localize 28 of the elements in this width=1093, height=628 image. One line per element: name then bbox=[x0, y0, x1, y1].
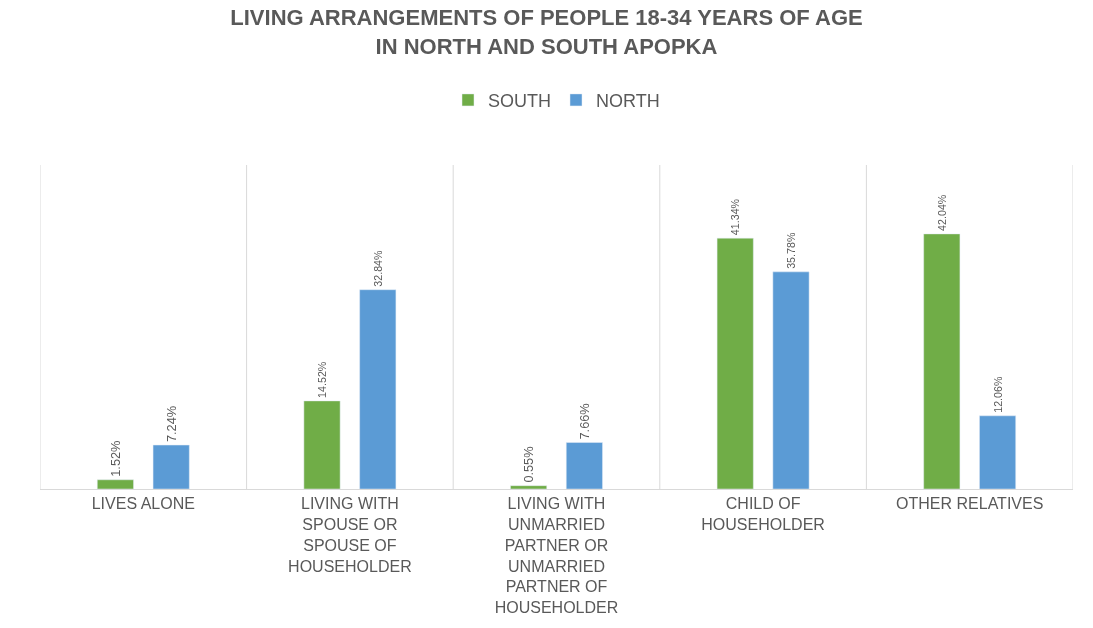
bar bbox=[716, 237, 754, 489]
data-label: 41.34% bbox=[729, 198, 742, 236]
x-tick-label: LIVING WITH UNMARRIED PARTNER OR UNMARRIED PARTNER OF HOUSEHOLDER bbox=[494, 495, 619, 617]
data-label: 32.84% bbox=[371, 249, 384, 287]
x-tick-label: LIVES ALONE bbox=[91, 495, 195, 513]
bar bbox=[923, 233, 961, 489]
data-label: 14.52% bbox=[315, 361, 328, 398]
legend-label: NORTH bbox=[596, 90, 660, 111]
bar bbox=[772, 271, 810, 489]
data-label: 12.06% bbox=[991, 376, 1004, 413]
x-tick-label: LIVING WITH SPOUSE OR SPOUSE OF HOUSEHOLDER bbox=[288, 495, 412, 575]
data-label: 42.04% bbox=[935, 194, 948, 231]
data-label: 7.24% bbox=[163, 405, 179, 443]
bar bbox=[152, 444, 190, 489]
bar bbox=[979, 415, 1016, 489]
bar bbox=[303, 400, 341, 489]
data-label: 1.52% bbox=[108, 440, 124, 477]
bar bbox=[359, 289, 397, 489]
x-tick-label: CHILD OF HOUSEHOLDER bbox=[701, 495, 825, 533]
data-label: 35.78% bbox=[784, 232, 797, 269]
legend-label: SOUTH bbox=[488, 90, 551, 111]
chart-title: LIVING ARRANGEMENTS OF PEOPLE 18-34 YEARS OF AGE IN NORTH AND SOUTH APOPKA bbox=[230, 5, 863, 59]
data-label: 7.66% bbox=[577, 403, 593, 440]
bar bbox=[510, 485, 547, 489]
x-tick-label: OTHER RELATIVES bbox=[896, 495, 1044, 513]
bar bbox=[97, 479, 134, 489]
data-label: 0.55% bbox=[521, 446, 537, 483]
bar bbox=[566, 442, 603, 489]
